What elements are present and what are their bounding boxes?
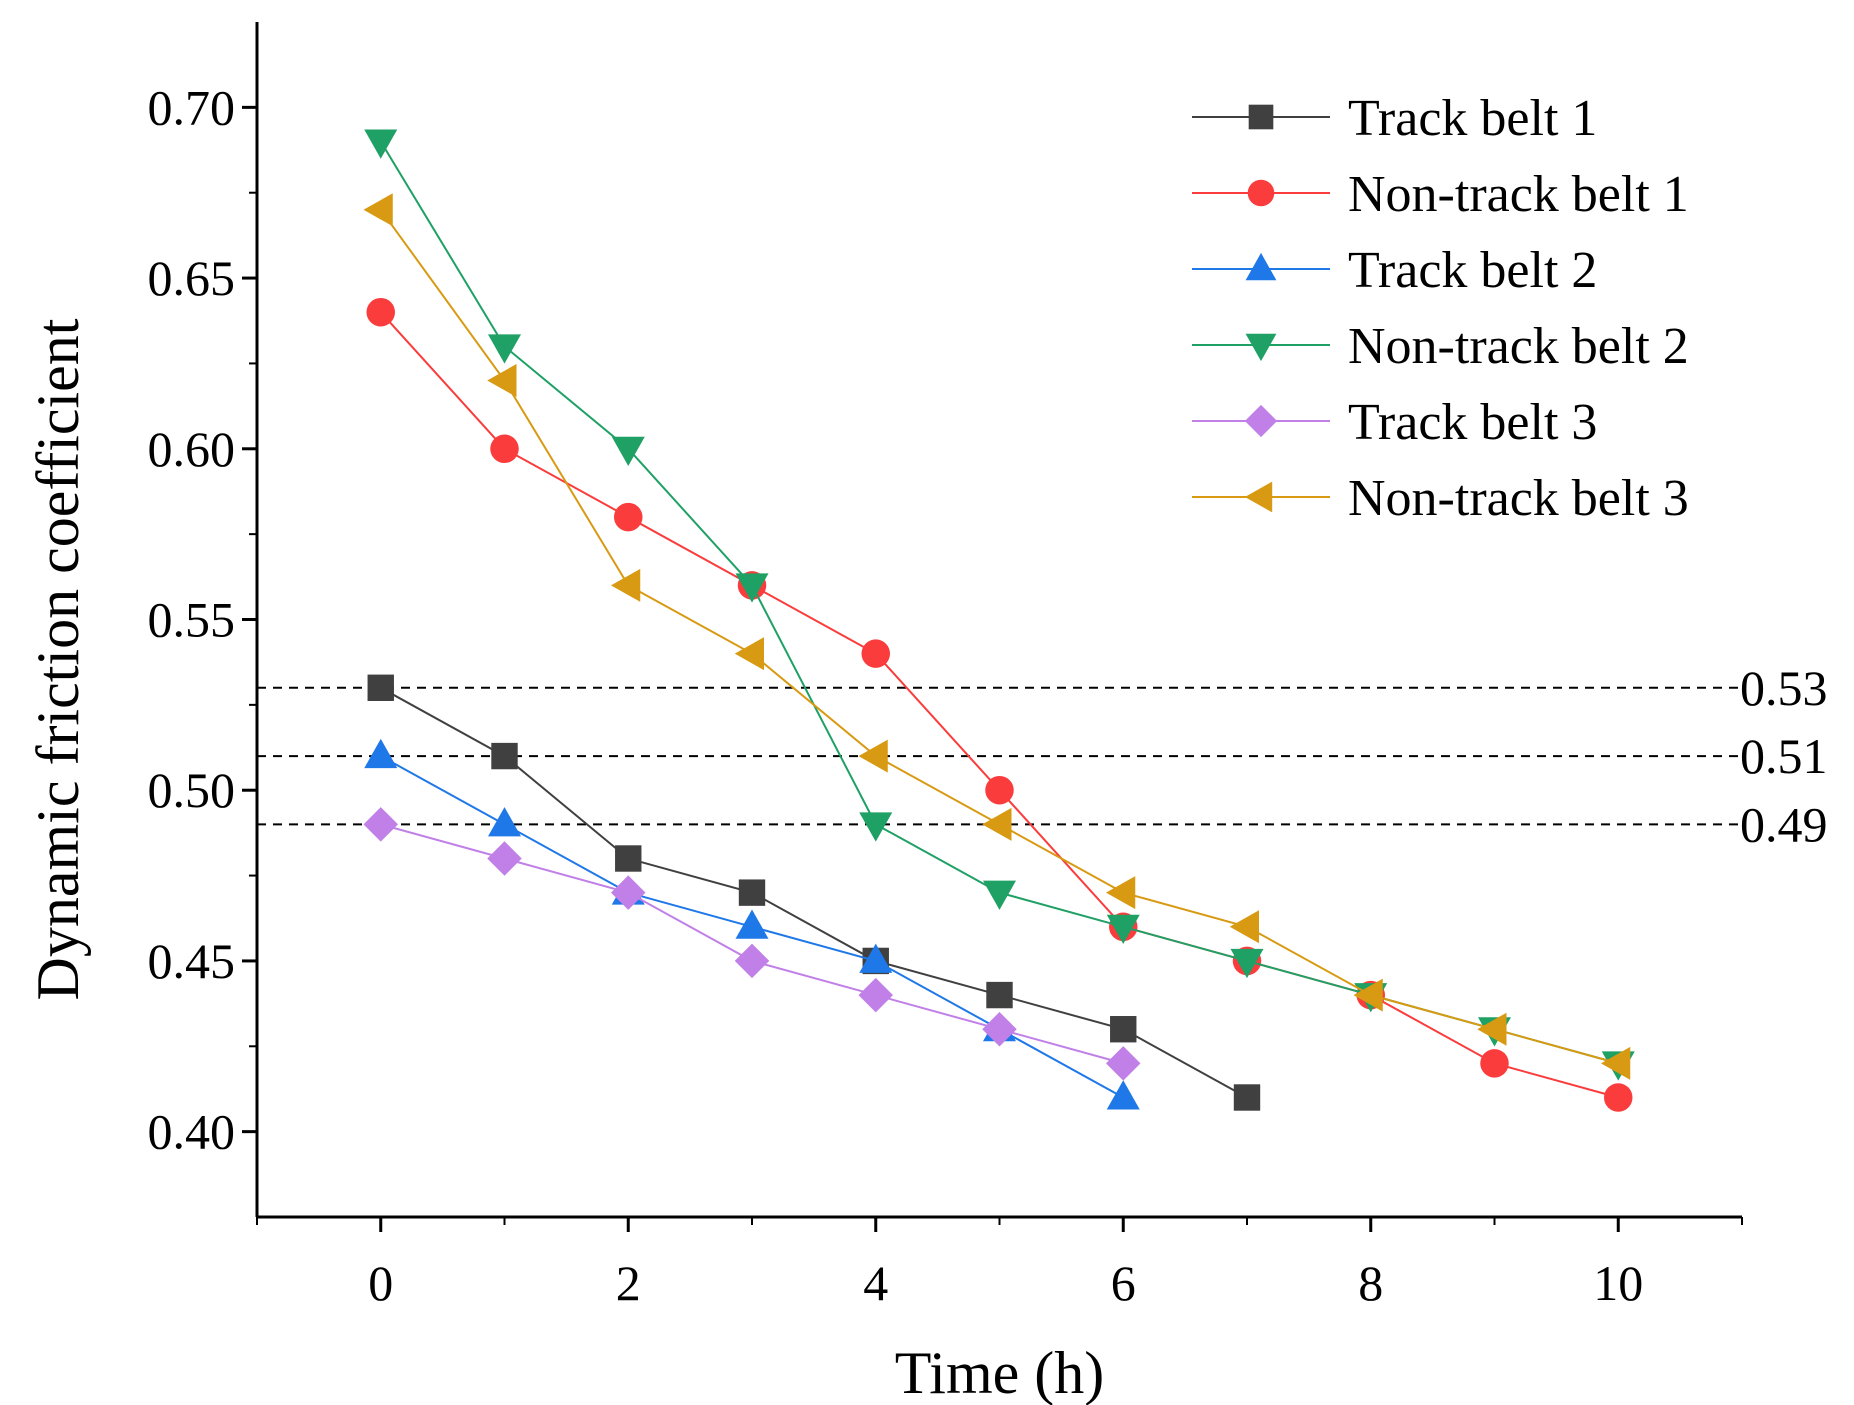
data-point — [487, 364, 517, 397]
series-6 — [363, 193, 1631, 1080]
y-axis-title: Dynamic friction coefficient — [25, 318, 91, 1000]
data-point — [1106, 1080, 1140, 1110]
data-point — [1233, 1084, 1261, 1111]
data-point — [364, 129, 398, 159]
data-point — [1244, 481, 1273, 513]
data-point — [367, 674, 394, 701]
data-point — [985, 775, 1014, 805]
data-point — [861, 639, 890, 668]
data-point — [1230, 948, 1264, 979]
data-point — [983, 880, 1016, 910]
legend: Track belt 1 Non-track belt 1 Track belt 2… — [1192, 90, 1689, 527]
data-point — [491, 742, 518, 770]
data-point — [363, 807, 398, 842]
data-point — [1106, 876, 1136, 910]
legend-label: Track belt 3 — [1348, 394, 1597, 451]
data-point — [734, 637, 764, 671]
series-layer — [363, 129, 1635, 1112]
x-axis-title: Time (h) — [895, 1340, 1104, 1405]
data-point — [1604, 1083, 1633, 1112]
series-5 — [363, 807, 1141, 1081]
data-point — [735, 909, 769, 939]
legend-item: Non-track belt 2 — [1192, 318, 1689, 375]
y-tick-label: 0.40 — [148, 1104, 236, 1160]
data-point — [611, 436, 645, 467]
data-point — [1110, 1016, 1137, 1043]
data-point — [490, 434, 519, 464]
data-point — [858, 739, 888, 773]
data-point — [1480, 1049, 1509, 1078]
data-point — [611, 568, 641, 602]
legend-label: Non-track belt 3 — [1348, 470, 1689, 527]
data-point — [1106, 1046, 1141, 1081]
axes: 0.40 0.45 0.50 0.55 0.60 0.65 0.70 0 2 4 6 8 10 — [148, 22, 1743, 1311]
x-tick-label: 0 — [368, 1255, 393, 1311]
series-3 — [364, 738, 1140, 1110]
data-point — [1106, 914, 1140, 945]
data-point — [1477, 1012, 1507, 1046]
data-point — [1244, 404, 1278, 438]
y-tick-label: 0.50 — [148, 762, 236, 818]
data-point — [982, 807, 1012, 841]
y-tick-label: 0.45 — [148, 933, 236, 989]
legend-item: Track belt 3 — [1192, 394, 1597, 451]
data-point — [1229, 910, 1259, 944]
data-point — [1245, 252, 1277, 281]
data-point — [735, 573, 769, 603]
reference-label: 0.53 — [1740, 660, 1828, 716]
data-point — [487, 841, 522, 876]
x-tick-label: 4 — [863, 1255, 888, 1311]
y-tick-label: 0.65 — [148, 250, 236, 306]
data-point — [859, 812, 893, 842]
data-point — [615, 845, 642, 872]
x-tick-label: 6 — [1111, 1255, 1136, 1311]
data-point — [1248, 104, 1274, 130]
data-point — [364, 738, 398, 769]
data-point — [366, 297, 395, 327]
data-point — [614, 502, 643, 532]
data-point — [488, 334, 521, 364]
data-point — [1245, 333, 1277, 362]
data-point — [488, 807, 521, 837]
legend-item: Non-track belt 3 — [1192, 470, 1689, 527]
data-point — [734, 943, 770, 979]
data-point — [738, 879, 766, 906]
y-tick-label: 0.55 — [148, 592, 236, 648]
legend-item: Non-track belt 1 — [1192, 166, 1689, 223]
legend-item: Track belt 1 — [1192, 90, 1597, 147]
series-line — [380, 686, 1248, 1099]
legend-label: Track belt 2 — [1348, 242, 1597, 299]
data-point — [1247, 179, 1275, 207]
x-tick-label: 2 — [616, 1255, 641, 1311]
data-point — [363, 193, 393, 227]
data-point — [858, 977, 893, 1013]
data-point — [859, 943, 893, 973]
series-1 — [367, 674, 1261, 1111]
y-tick-label: 0.60 — [148, 421, 236, 477]
x-tick-label: 8 — [1358, 1255, 1383, 1311]
legend-item: Track belt 2 — [1192, 242, 1597, 299]
x-tick-label: 10 — [1593, 1255, 1643, 1311]
y-tick-label: 0.70 — [148, 79, 236, 135]
data-point — [982, 1011, 1017, 1047]
data-point — [1601, 1046, 1631, 1080]
legend-label: Track belt 1 — [1348, 90, 1597, 147]
data-point — [1353, 978, 1383, 1012]
legend-label: Non-track belt 1 — [1348, 166, 1689, 223]
reference-label: 0.51 — [1740, 728, 1828, 784]
legend-label: Non-track belt 2 — [1348, 318, 1689, 375]
data-point — [611, 875, 646, 910]
data-point — [986, 981, 1013, 1009]
reference-label: 0.49 — [1740, 796, 1828, 852]
